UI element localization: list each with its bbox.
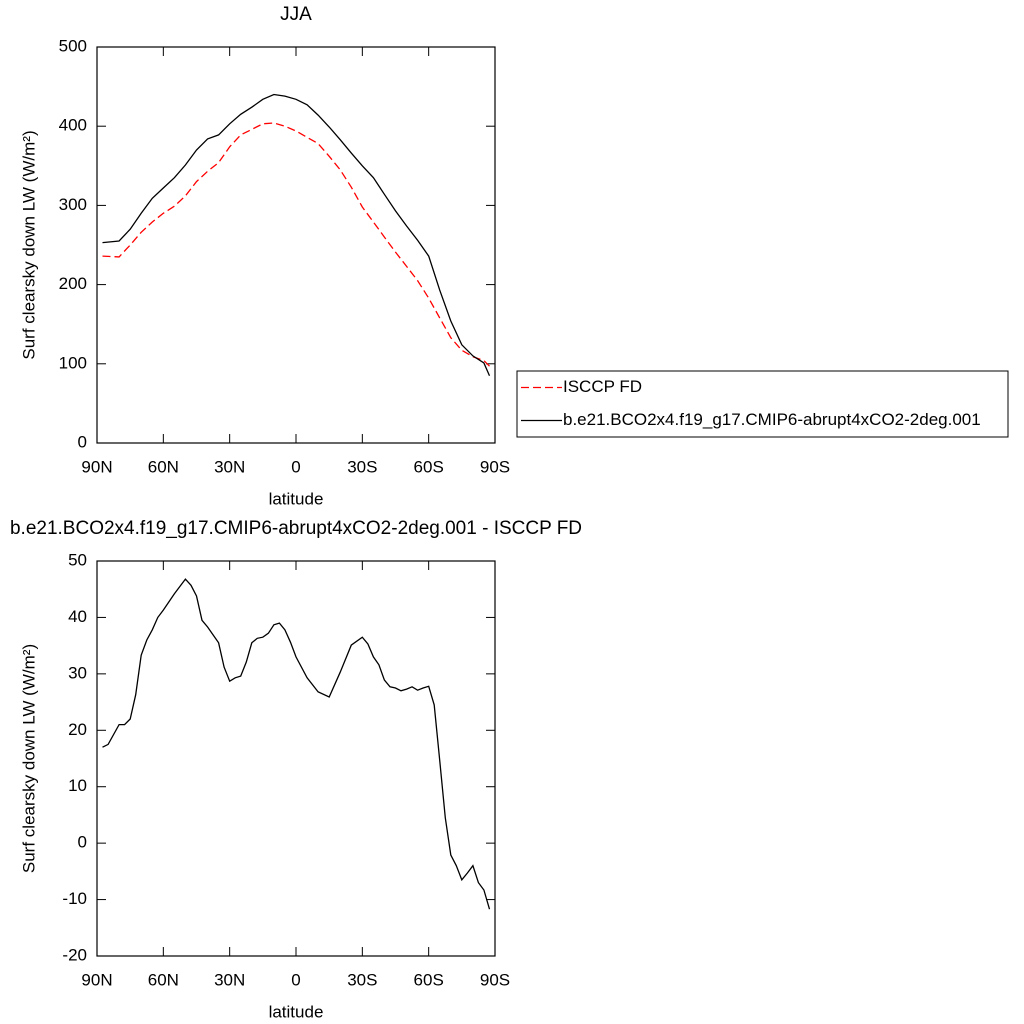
- x-tick-label: 60S: [414, 457, 444, 476]
- y-tick-label: -20: [62, 945, 87, 964]
- y-axis-label: Surf clearsky down LW (W/m²): [19, 644, 38, 873]
- y-tick-label: 100: [59, 353, 87, 372]
- x-tick-label: 30N: [214, 457, 245, 476]
- chart-title: b.e21.BCO2x4.f19_g17.CMIP6-abrupt4xCO2-2…: [10, 518, 582, 539]
- x-tick-label: 60S: [414, 970, 444, 989]
- y-tick-label: 10: [68, 776, 87, 795]
- x-tick-label: 60N: [148, 457, 179, 476]
- y-tick-label: 50: [68, 550, 87, 569]
- y-tick-label: 400: [59, 116, 87, 135]
- series-line: [102, 93, 491, 376]
- x-tick-label: 30N: [214, 970, 245, 989]
- y-tick-label: 30: [68, 663, 87, 682]
- x-tick-label: 90N: [81, 457, 112, 476]
- x-tick-label: 30S: [347, 457, 377, 476]
- legend-box: [516, 370, 1009, 438]
- x-tick-label: 0: [291, 970, 300, 989]
- y-tick-label: 300: [59, 195, 87, 214]
- y-tick-label: -10: [62, 889, 87, 908]
- series-line: [102, 122, 490, 367]
- x-tick-label: 30S: [347, 970, 377, 989]
- y-axis-label: Surf clearsky down LW (W/m²): [19, 130, 38, 359]
- x-tick-label: 90S: [480, 457, 510, 476]
- x-tick-label: 60N: [148, 970, 179, 989]
- x-tick-label: 90S: [480, 970, 510, 989]
- legend-label: b.e21.BCO2x4.f19_g17.CMIP6-abrupt4xCO2-2…: [563, 410, 981, 429]
- chart-title: JJA: [280, 4, 312, 25]
- y-tick-label: 0: [78, 833, 87, 852]
- y-tick-label: 40: [68, 607, 87, 626]
- x-axis-label: latitude: [269, 489, 324, 508]
- y-tick-label: 20: [68, 720, 87, 739]
- plot-frame: [96, 46, 496, 444]
- legend-label: ISCCP FD: [563, 377, 642, 396]
- x-axis-label: latitude: [269, 1002, 324, 1021]
- y-tick-label: 200: [59, 274, 87, 293]
- y-tick-label: 0: [78, 432, 87, 451]
- plot-frame: [96, 560, 496, 957]
- x-tick-label: 90N: [81, 970, 112, 989]
- x-tick-label: 0: [291, 457, 300, 476]
- y-tick-label: 500: [59, 36, 87, 55]
- series-line: [102, 578, 491, 910]
